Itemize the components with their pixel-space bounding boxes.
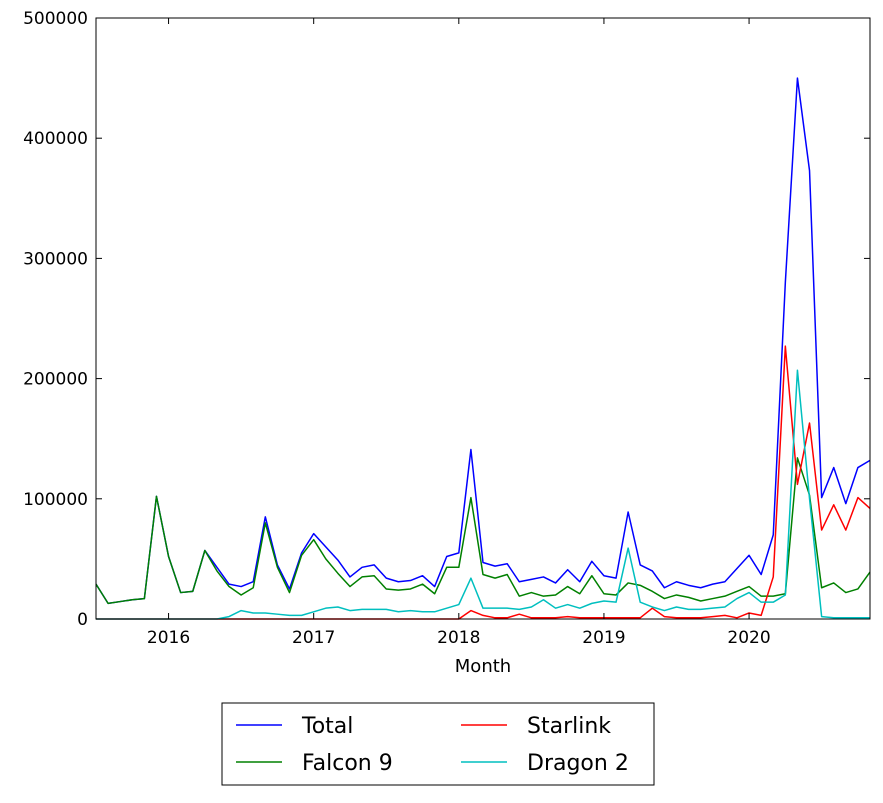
legend-label-starlink: Starlink <box>527 714 611 739</box>
legend-label-dragon-2: Dragon 2 <box>527 751 629 776</box>
y-tick-label: 200000 <box>23 370 88 390</box>
x-tick-label: 2017 <box>292 628 335 648</box>
x-tick-label: 2016 <box>147 628 190 648</box>
plot-area <box>95 77 871 620</box>
y-tick-label: 100000 <box>23 490 88 510</box>
series-line-dragon-2 <box>96 369 870 620</box>
legend-label-falcon-9: Falcon 9 <box>302 751 393 776</box>
y-tick-label: 400000 <box>23 129 88 149</box>
legend: Total Starlink Falcon 9 Dragon 2 <box>221 702 655 786</box>
legend-frame <box>221 702 655 786</box>
axes: 0 100000 200000 300000 400000 500000 2016 2017 2… <box>23 9 871 648</box>
y-tick-label: 500000 <box>23 9 88 29</box>
legend-label-total: Total <box>301 714 353 739</box>
series-line-starlink <box>96 345 871 620</box>
y-tick-label: 300000 <box>23 249 88 269</box>
x-tick-label: 2020 <box>727 628 770 648</box>
x-tick-label: 2018 <box>437 628 480 648</box>
series-line-falcon-9 <box>95 457 871 605</box>
y-tick-label: 0 <box>77 610 88 630</box>
plot-frame <box>95 17 871 620</box>
series-line-total <box>95 77 871 605</box>
x-tick-label: 2019 <box>582 628 625 648</box>
x-axis-label: Month <box>455 656 511 677</box>
